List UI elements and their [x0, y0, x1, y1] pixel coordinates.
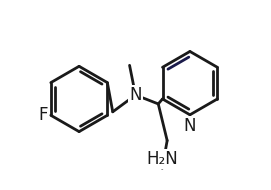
Text: N: N: [129, 86, 142, 104]
Text: N: N: [184, 117, 196, 135]
Text: F: F: [38, 106, 48, 124]
Text: H₂N: H₂N: [146, 150, 178, 168]
